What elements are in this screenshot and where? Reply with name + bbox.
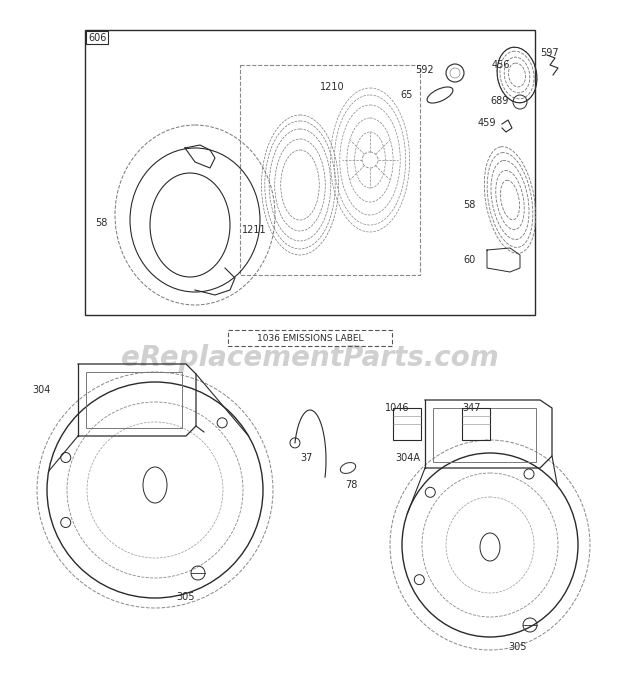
Text: 689: 689 — [490, 96, 508, 106]
Text: 58: 58 — [95, 218, 107, 228]
Text: 1210: 1210 — [320, 82, 345, 92]
Text: 65: 65 — [400, 90, 412, 100]
Bar — [86, 372, 182, 428]
Text: 347: 347 — [462, 403, 480, 413]
Bar — [240, 65, 420, 275]
Bar — [85, 30, 535, 315]
Text: 606: 606 — [88, 33, 107, 43]
Bar — [462, 408, 490, 440]
Bar — [86, 31, 108, 44]
Text: 1046: 1046 — [385, 403, 409, 413]
Text: 78: 78 — [345, 480, 357, 490]
Bar — [433, 408, 536, 462]
Text: 305: 305 — [509, 642, 527, 652]
Text: 459: 459 — [478, 118, 497, 128]
Text: 1211: 1211 — [242, 225, 267, 235]
Text: 37: 37 — [300, 453, 312, 463]
Text: eReplacementParts.com: eReplacementParts.com — [121, 344, 499, 372]
Text: 597: 597 — [540, 48, 559, 58]
Text: 305: 305 — [177, 592, 195, 602]
Text: 304: 304 — [32, 385, 50, 395]
Text: 304A: 304A — [395, 453, 420, 463]
Bar — [393, 408, 421, 440]
Text: 592: 592 — [415, 65, 433, 75]
Text: 60: 60 — [463, 255, 476, 265]
Bar — [228, 330, 392, 346]
Text: 1036 EMISSIONS LABEL: 1036 EMISSIONS LABEL — [257, 334, 363, 343]
Text: 456: 456 — [492, 60, 510, 70]
Text: 58: 58 — [463, 200, 476, 210]
